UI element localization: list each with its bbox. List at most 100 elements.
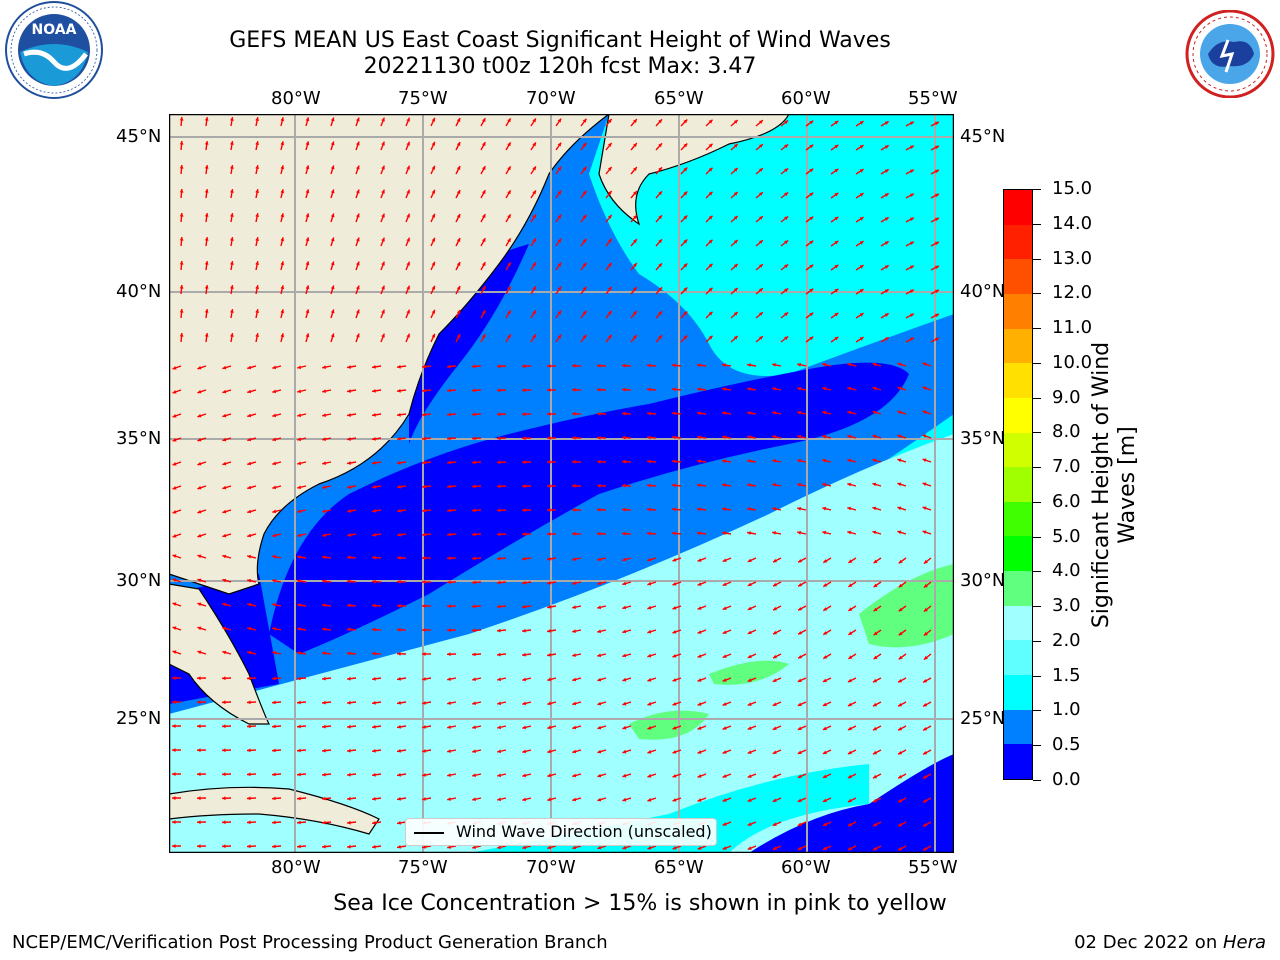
wave-direction-arrowhead	[172, 414, 177, 418]
wave-direction-arrowhead	[204, 165, 209, 169]
wave-direction-arrowhead	[197, 772, 201, 777]
wave-direction-arrowhead	[522, 460, 526, 465]
wave-direction-arrowhead	[658, 191, 662, 196]
wave-direction-arrowhead	[507, 286, 511, 291]
wave-direction-arrowhead	[923, 703, 928, 707]
lat-label-left: 35°N	[116, 428, 162, 449]
wave-direction-arrowhead	[397, 412, 401, 417]
wave-direction-arrowhead	[672, 387, 676, 392]
wave-direction-arrowhead	[708, 287, 713, 292]
wave-direction-arrowhead	[422, 749, 426, 753]
wave-direction-arrowhead	[204, 141, 209, 145]
wave-direction-arrowhead	[197, 724, 201, 729]
wave-direction-arrowhead	[672, 678, 677, 682]
wave-direction-arrowhead	[898, 822, 903, 827]
wave-direction-arrowhead	[532, 190, 536, 195]
lon-label-top: 60°W	[781, 88, 831, 109]
wave-direction-arrowhead	[497, 845, 502, 850]
wave-direction-arrowhead	[923, 727, 928, 731]
wave-direction-arrowhead	[759, 144, 763, 148]
wave-direction-arrowhead	[472, 436, 476, 441]
wave-direction-arrowhead	[397, 388, 401, 393]
wave-direction-arrowhead	[747, 531, 751, 535]
wave-direction-arrowhead	[884, 265, 889, 269]
wave-direction-arrowhead	[772, 507, 776, 511]
wave-direction-arrowhead	[272, 820, 276, 825]
colorbar-tick-label: 1.0	[1052, 699, 1081, 721]
lat-label-left: 30°N	[116, 570, 162, 591]
wave-direction-arrowhead	[222, 413, 227, 418]
wave-direction-arrowhead	[497, 364, 501, 369]
wave-direction-arrowhead	[547, 701, 552, 706]
wave-direction-arrowhead	[305, 213, 310, 218]
wave-direction-arrowhead	[848, 607, 853, 611]
wave-direction-arrowhead	[597, 581, 602, 586]
wave-direction-arrowhead	[722, 459, 726, 464]
wave-direction-arrowhead	[557, 118, 562, 123]
wave-direction-arrowhead	[456, 334, 461, 338]
wave-direction-arrowhead	[255, 165, 259, 169]
wave-direction-arrowhead	[697, 654, 702, 658]
wave-direction-arrowhead	[647, 605, 652, 610]
wave-direction-arrowhead	[532, 262, 536, 267]
wave-direction-arrowhead	[247, 413, 252, 418]
wave-direction-arrowhead	[884, 169, 889, 173]
wave-direction-arrowhead	[172, 366, 177, 370]
wave-direction-arrowhead	[322, 579, 326, 584]
wave-direction-arrowhead	[922, 458, 927, 462]
wave-direction-arrowhead	[772, 726, 777, 730]
wave-direction-arrowhead	[647, 653, 652, 658]
wave-direction-arrowhead	[747, 558, 752, 562]
wave-direction-arrowhead	[772, 363, 776, 367]
wave-direction-arrowhead	[797, 678, 802, 682]
wave-direction-arrowhead	[547, 484, 551, 488]
wave-direction-arrowhead	[834, 120, 839, 125]
wave-direction-arrowhead	[633, 119, 637, 124]
wave-direction-arrowhead	[872, 386, 877, 391]
wave-direction-arrowhead	[672, 507, 676, 512]
wave-direction-arrowhead	[622, 773, 627, 778]
wave-direction-arrowhead	[497, 508, 501, 513]
wave-direction-arrowhead	[482, 214, 486, 219]
wave-direction-arrowhead	[431, 237, 436, 242]
wave-direction-arrowhead	[522, 677, 527, 682]
wave-direction-arrowhead	[204, 309, 209, 313]
wave-direction-arrowhead	[547, 773, 552, 778]
wave-direction-arrowhead	[447, 628, 451, 633]
wave-direction-arrowhead	[823, 631, 828, 635]
wave-direction-arrowhead	[230, 285, 234, 289]
wave-direction-arrowhead	[347, 603, 351, 608]
wave-direction-arrowhead	[607, 262, 612, 267]
wave-direction-arrowhead	[255, 141, 259, 145]
wave-direction-arrowhead	[547, 845, 552, 850]
svg-text:NOAA: NOAA	[32, 22, 77, 38]
wave-direction-arrowhead	[197, 578, 202, 583]
colorbar	[1003, 189, 1033, 780]
wave-direction-arrowhead	[222, 844, 226, 849]
wave-direction-arrowhead	[672, 750, 677, 754]
wave-direction-arrowhead	[747, 411, 751, 415]
wave-direction-arrowhead	[247, 578, 252, 583]
wave-direction-arrowhead	[372, 844, 376, 849]
colorbar-tick-label: 1.5	[1052, 664, 1081, 686]
wave-direction-arrowhead	[280, 141, 285, 146]
wave-direction-arrowhead	[397, 627, 401, 632]
wave-direction-arrowhead	[406, 141, 410, 146]
wave-direction-arrowhead	[297, 651, 301, 655]
wave-direction-arrowhead	[330, 189, 335, 194]
wave-direction-arrowhead	[773, 606, 777, 611]
wave-direction-arrowhead	[507, 214, 511, 219]
wave-direction-arrowhead	[822, 774, 827, 779]
wave-direction-arrowhead	[272, 389, 277, 394]
wave-direction-arrowhead	[922, 482, 927, 486]
wave-direction-arrowhead	[733, 336, 738, 340]
wave-direction-arrowhead	[935, 145, 939, 150]
wave-direction-arrowhead	[672, 558, 677, 562]
wave-direction-arrowhead	[597, 605, 602, 610]
wave-direction-arrowhead	[247, 844, 251, 849]
wave-direction-arrowhead	[447, 532, 451, 537]
wave-direction-arrowhead	[397, 651, 401, 656]
wave-direction-arrowhead	[922, 506, 927, 510]
wave-direction-arrowhead	[447, 725, 451, 729]
wave-direction-arrowhead	[859, 121, 864, 125]
